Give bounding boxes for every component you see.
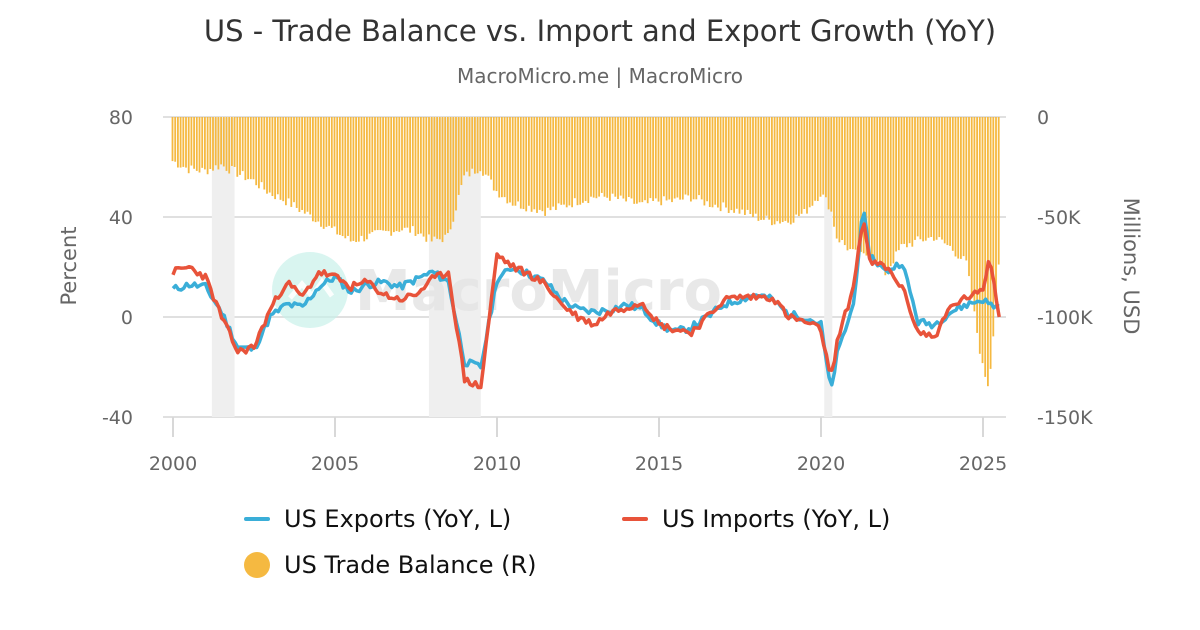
x-tick-label: 2025 — [959, 453, 1007, 475]
y-left-tick-label: 80 — [109, 107, 133, 129]
legend-label: US Exports (YoY, L) — [284, 505, 512, 533]
right-y-axis-labels: 0 -50K -100K -150K — [1037, 107, 1093, 429]
legend-item-exports[interactable]: US Exports (YoY, L) — [244, 505, 511, 533]
y-left-tick-label: -40 — [102, 407, 133, 429]
x-axis — [172, 417, 984, 437]
x-axis-labels: 2000 2005 2010 2015 2020 2025 — [149, 453, 1007, 475]
legend-label: US Imports (YoY, L) — [662, 505, 891, 533]
x-tick-label: 2020 — [797, 453, 845, 475]
legend-item-balance[interactable]: US Trade Balance (R) — [244, 551, 537, 579]
legend-dot-icon — [244, 552, 270, 578]
chart-subtitle: MacroMicro.me | MacroMicro — [457, 64, 743, 88]
trade-balance-bars — [171, 117, 1000, 387]
left-y-axis-labels: 80 40 0 -40 — [102, 107, 133, 429]
x-tick-label: 2010 — [473, 453, 521, 475]
watermark-text: MacroMicro — [355, 259, 722, 324]
y-right-axis-title: Millions, USD — [1119, 198, 1143, 335]
y-left-tick-label: 40 — [109, 207, 133, 229]
chart-title: US - Trade Balance vs. Import and Export… — [203, 14, 997, 48]
legend-label: US Trade Balance (R) — [284, 551, 537, 579]
x-tick-label: 2000 — [149, 453, 197, 475]
imports-line — [171, 222, 1001, 390]
watermark: MacroMicro — [272, 252, 722, 328]
x-tick-label: 2005 — [311, 453, 359, 475]
x-tick-label: 2015 — [635, 453, 683, 475]
y-left-axis-title: Percent — [57, 226, 81, 305]
legend-line-icon — [622, 517, 648, 521]
y-right-tick-label: -150K — [1037, 407, 1093, 429]
y-left-tick-label: 0 — [121, 307, 133, 329]
legend-item-imports[interactable]: US Imports (YoY, L) — [622, 505, 890, 533]
exports-line — [171, 211, 1000, 387]
y-right-tick-label: -100K — [1037, 307, 1093, 329]
legend-line-icon — [244, 517, 270, 521]
y-right-tick-label: 0 — [1037, 107, 1049, 129]
y-right-tick-label: -50K — [1037, 207, 1081, 229]
